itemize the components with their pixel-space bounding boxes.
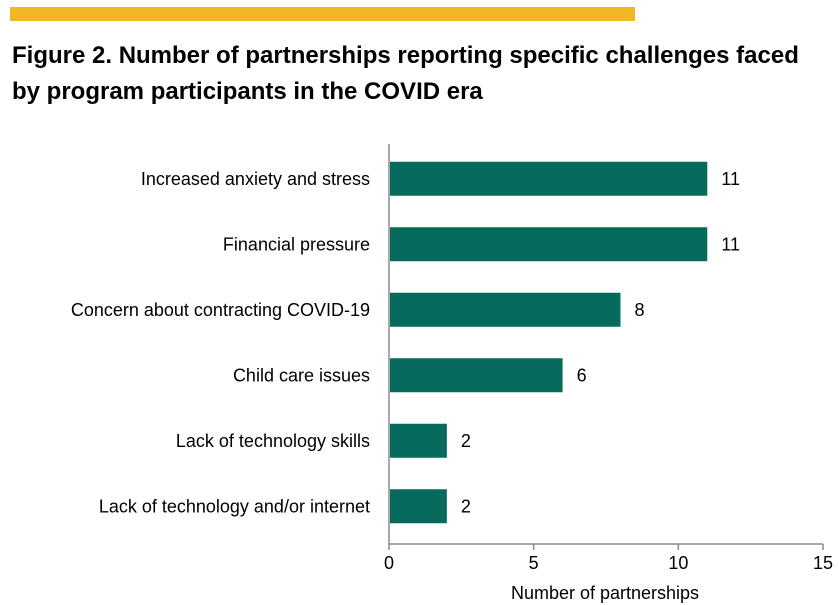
bar — [390, 489, 447, 524]
category-label: Financial pressure — [223, 234, 370, 254]
data-label: 2 — [461, 431, 471, 451]
bar — [390, 227, 708, 262]
data-label: 11 — [721, 169, 740, 189]
category-label: Lack of technology skills — [176, 431, 370, 451]
bar — [390, 358, 563, 393]
category-label: Increased anxiety and stress — [141, 169, 370, 189]
x-tick-label: 0 — [384, 553, 394, 573]
data-label: 6 — [577, 365, 587, 385]
x-axis-title: Number of partnerships — [511, 583, 699, 603]
x-tick-label: 5 — [529, 553, 539, 573]
category-label: Child care issues — [233, 365, 370, 385]
x-tick-label: 15 — [813, 553, 833, 573]
data-labels-layer: 11 11 8 6 2 2 — [461, 169, 740, 517]
category-labels-layer: Increased anxiety and stress Financial pr… — [71, 169, 370, 517]
x-tick-label: 10 — [668, 553, 688, 573]
data-label: 11 — [721, 234, 740, 254]
category-label: Lack of technology and/or internet — [99, 496, 370, 516]
data-label: 2 — [461, 496, 471, 516]
bar — [390, 423, 447, 458]
bar — [390, 161, 708, 196]
accent-header-bar — [10, 7, 635, 21]
axes-layer: 0 5 10 15 — [384, 144, 833, 573]
category-label: Concern about contracting COVID-19 — [71, 300, 370, 320]
data-label: 8 — [634, 300, 644, 320]
bars-layer — [390, 161, 708, 524]
chart-title: Figure 2. Number of partnerships reporti… — [12, 42, 799, 105]
bar — [390, 292, 621, 327]
